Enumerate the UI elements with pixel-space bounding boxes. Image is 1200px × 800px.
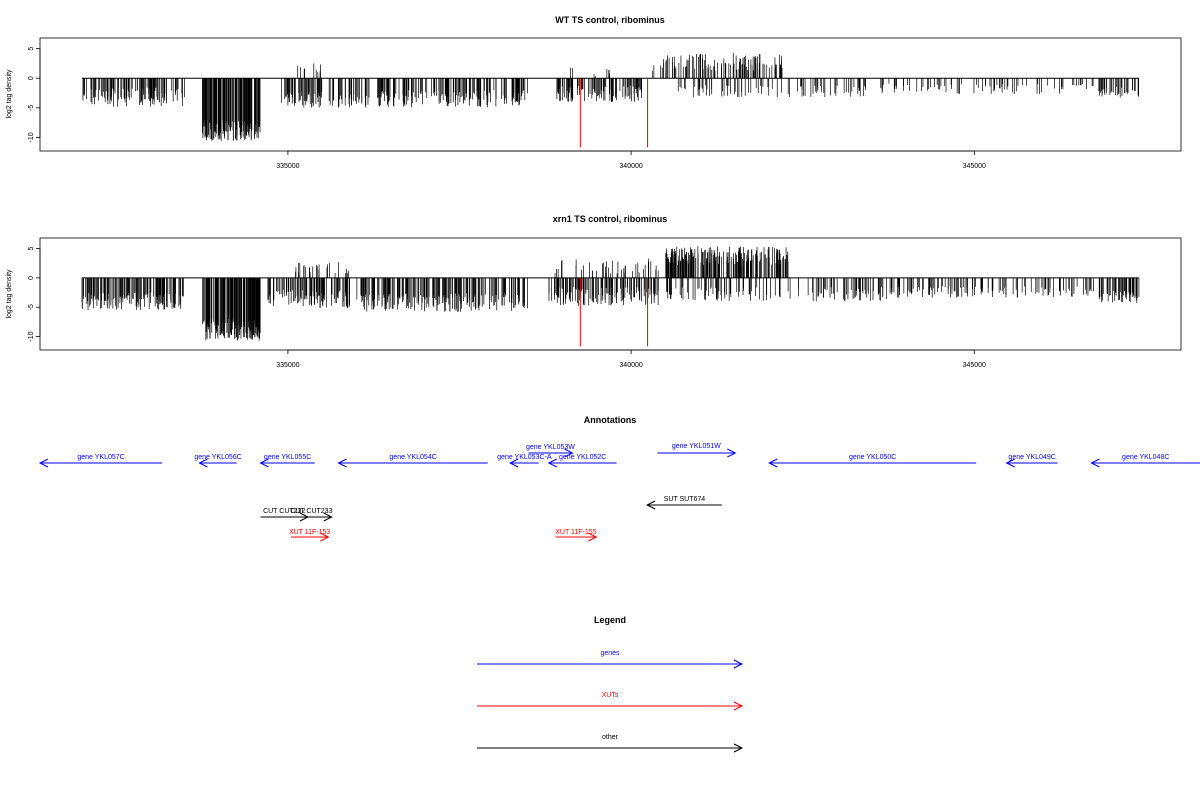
legend-label: XUTs xyxy=(602,692,619,699)
xrn1-panel: xrn1 TS control, ribominus log2 tag dens… xyxy=(6,214,1182,369)
annotation-label: gene YKL057C xyxy=(77,454,124,461)
annotations-title: Annotations xyxy=(584,415,637,425)
annotation-label: gene YKL052C xyxy=(559,454,606,461)
legend-arrowhead xyxy=(733,659,744,669)
annotation-feature: gene YKL049C xyxy=(1005,454,1058,468)
annotation-feature: SUT SUT674 xyxy=(646,496,722,510)
legend-entry: other xyxy=(477,734,744,753)
annotation-feature: gene YKL056C xyxy=(194,454,242,468)
annotation-label: CUT CUT232 xyxy=(263,508,305,515)
annotation-feature: gene YKL053C-A xyxy=(497,454,552,468)
annotation-label: gene YKL054C xyxy=(389,454,436,461)
annotation-label: gene YKL056C xyxy=(194,454,241,461)
annotation-arrowhead xyxy=(768,458,778,468)
xrn1-y-axis-label: log2 tag density xyxy=(6,269,13,319)
xrn1-y-axis: -10 -5 0 5 xyxy=(28,247,41,342)
xrn1-signal xyxy=(81,246,1140,347)
annotation-label: gene YKL048C xyxy=(1122,454,1169,461)
legend-arrowhead xyxy=(733,743,744,753)
annotation-feature: XUT 11F-155 xyxy=(555,529,598,542)
annotation-label: gene YKL055C xyxy=(264,454,311,461)
annotation-feature: XUT 11F-153 xyxy=(289,529,330,542)
wt-panel-title: WT TS control, ribominus xyxy=(555,15,665,25)
annotations-track: Annotations gene YKL057C gene YKL056C gene… xyxy=(38,415,1200,542)
x-tick-label: 340000 xyxy=(619,163,642,170)
xrn1-x-axis: 335000 340000 345000 xyxy=(276,349,986,369)
y-tick-label: 5 xyxy=(28,47,35,51)
annotation-label: SUT SUT674 xyxy=(664,496,706,503)
wt-y-axis: -10 -5 0 5 xyxy=(28,47,41,142)
annotation-arrowhead xyxy=(1005,458,1015,468)
legend-entry: XUTs xyxy=(477,692,744,711)
annotation-arrowhead xyxy=(320,532,330,542)
annotation-arrowhead xyxy=(727,448,737,458)
annotation-arrowhead xyxy=(547,458,557,468)
legend: Legend genes XUTs other xyxy=(477,615,744,753)
annotation-label: gene YKL050C xyxy=(849,454,896,461)
annotation-arrowhead xyxy=(564,448,574,458)
annotation-feature: gene YKL054C xyxy=(337,454,488,468)
xrn1-panel-title: xrn1 TS control, ribominus xyxy=(553,214,668,224)
y-tick-label: 5 xyxy=(28,247,35,251)
annotation-feature: gene YKL055C xyxy=(259,454,315,468)
y-tick-label: -5 xyxy=(28,105,35,111)
annotation-feature: gene YKL053W xyxy=(526,444,575,458)
y-tick-label: -10 xyxy=(28,132,35,142)
legend-arrowhead xyxy=(733,701,744,711)
x-tick-label: 345000 xyxy=(963,163,986,170)
y-tick-label: 0 xyxy=(28,276,35,280)
legend-label: other xyxy=(602,734,619,741)
annotation-features: gene YKL057C gene YKL056C gene YKL055C gene… xyxy=(38,443,1200,542)
y-tick-label: -5 xyxy=(28,304,35,310)
annotation-arrowhead xyxy=(646,500,656,510)
x-tick-label: 335000 xyxy=(276,362,299,369)
annotation-feature: CUT CUT233 xyxy=(290,508,333,522)
x-tick-label: 345000 xyxy=(963,362,986,369)
annotation-arrowhead xyxy=(323,512,333,522)
legend-entries: genes XUTs other xyxy=(477,650,744,753)
annotation-label: gene YKL053W xyxy=(526,444,575,451)
annotation-feature: gene YKL050C xyxy=(768,454,977,468)
annotation-label: gene YKL053C-A xyxy=(497,454,552,461)
legend-label: genes xyxy=(600,650,620,657)
annotation-label: gene YKL049C xyxy=(1008,454,1055,461)
annotation-arrowhead xyxy=(588,532,598,542)
annotation-feature: gene YKL048C xyxy=(1090,454,1200,468)
legend-title: Legend xyxy=(594,615,626,625)
annotation-arrowhead xyxy=(38,458,49,468)
wt-panel: WT TS control, ribominus log2 tag densit… xyxy=(6,15,1182,170)
legend-entry: genes xyxy=(477,650,744,669)
annotation-arrowhead xyxy=(508,458,519,468)
wt-x-axis: 335000 340000 345000 xyxy=(276,150,986,170)
annotation-feature: gene YKL051W xyxy=(657,443,737,458)
wt-y-axis-label: log2 tag density xyxy=(6,69,13,119)
x-tick-label: 335000 xyxy=(276,163,299,170)
annotation-arrowhead xyxy=(337,458,347,468)
y-tick-label: 0 xyxy=(28,76,35,80)
annotation-label: gene YKL051W xyxy=(672,443,721,450)
annotation-feature: gene YKL057C xyxy=(38,454,163,468)
annotation-arrowhead xyxy=(198,458,208,468)
annotation-label: CUT CUT233 xyxy=(290,508,332,515)
annotation-arrowhead xyxy=(1090,458,1100,468)
annotation-arrowhead xyxy=(259,458,269,468)
x-tick-label: 340000 xyxy=(619,362,642,369)
annotation-label: XUT 11F-153 xyxy=(289,529,330,536)
y-tick-label: -10 xyxy=(28,331,35,341)
annotation-feature: gene YKL052C xyxy=(547,454,617,468)
wt-signal xyxy=(82,52,1139,148)
annotation-label: XUT 11F-155 xyxy=(555,529,596,536)
